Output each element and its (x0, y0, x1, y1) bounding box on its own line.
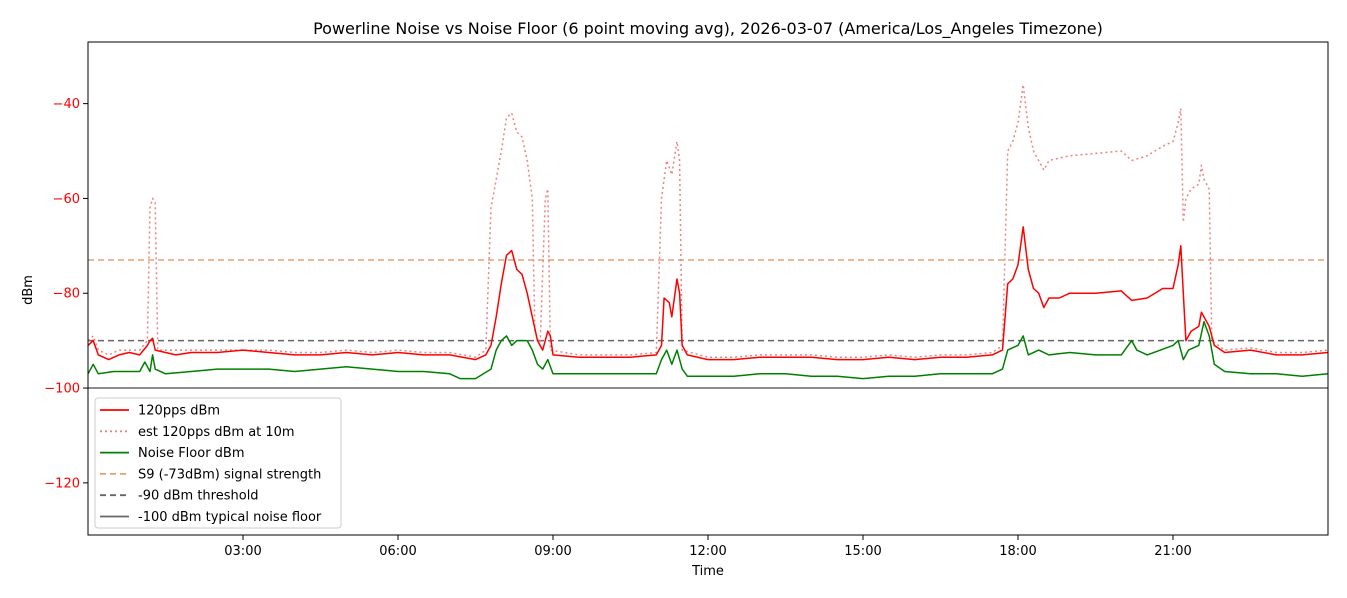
y-tick-label-0: −40 (53, 97, 80, 112)
legend-label-4: -90 dBm threshold (138, 489, 259, 504)
series-line-1 (87, 83, 1329, 358)
chart-title: Powerline Noise vs Noise Floor (6 point … (313, 19, 1103, 39)
legend-label-3: S9 (-73dBm) signal strength (138, 467, 321, 482)
x-tick-label-1: 06:00 (379, 544, 416, 559)
x-axis: 03:00 06:00 09:00 12:00 15:00 18:00 21:00 (224, 535, 1192, 559)
y-tick-label-1: −60 (53, 192, 80, 207)
x-tick-label-0: 03:00 (224, 544, 261, 559)
series-line-2 (87, 320, 1329, 380)
x-tick-label-5: 18:00 (999, 544, 1036, 559)
x-tick-label-4: 15:00 (844, 544, 881, 559)
legend-box (94, 397, 342, 529)
x-tick-label-3: 12:00 (689, 544, 726, 559)
legend-label-2: Noise Floor dBm (138, 446, 245, 461)
y-tick-label-3: −100 (44, 382, 80, 397)
y-tick-label-2: −80 (53, 287, 80, 302)
y-axis: −40 −60 −80 −100 −120 (44, 97, 88, 491)
legend-label-5: -100 dBm typical noise floor (138, 510, 322, 525)
legend-label-0: 120pps dBm (138, 404, 220, 419)
x-tick-label-2: 09:00 (534, 544, 571, 559)
x-axis-label: Time (691, 564, 724, 579)
legend-label-1: est 120pps dBm at 10m (138, 425, 295, 440)
x-tick-label-6: 21:00 (1154, 544, 1191, 559)
y-axis-label: dBm (21, 275, 36, 305)
series-line-0 (87, 226, 1329, 361)
legend: 120pps dBm est 120pps dBm at 10m Noise Flo… (94, 397, 342, 529)
y-tick-label-4: −120 (44, 476, 80, 491)
series-layer (87, 83, 1329, 389)
